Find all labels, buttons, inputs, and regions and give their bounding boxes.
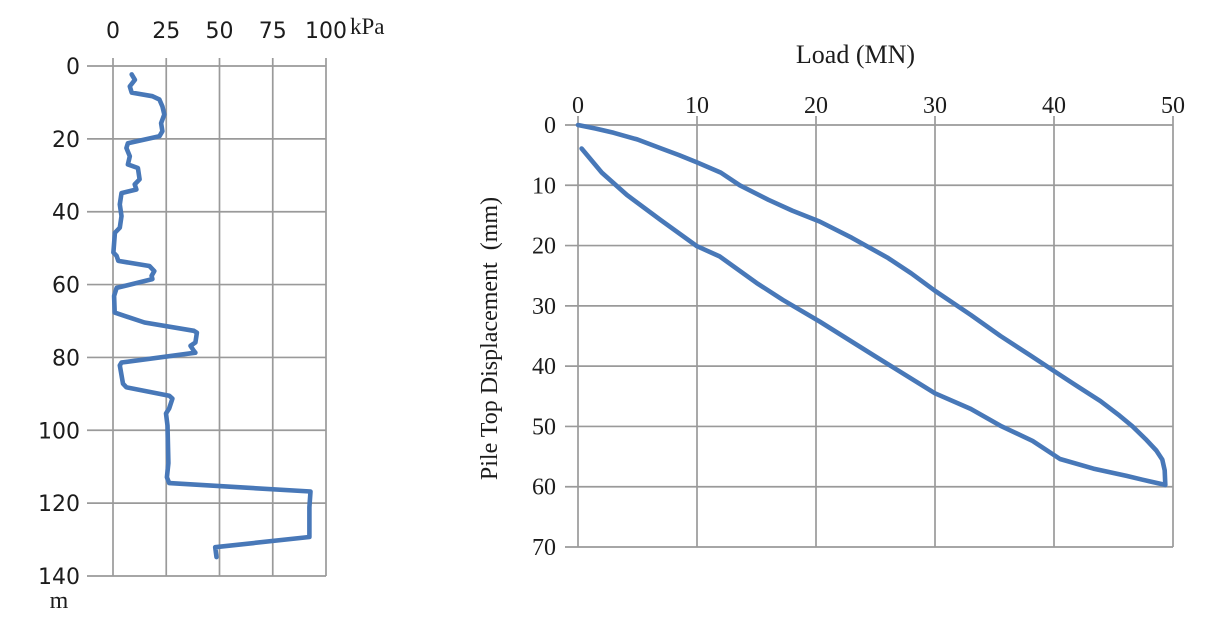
y-tick-label: 80 xyxy=(52,346,80,371)
y-tick-label: 0 xyxy=(66,55,80,80)
right-chart-y-axis-label: Pile Top Displacement (mm) xyxy=(477,196,503,481)
right-chart-title: Load (MN) xyxy=(795,40,916,69)
x-tick-label: 40 xyxy=(1042,93,1066,119)
y-tick-label: 40 xyxy=(532,354,556,380)
y-tick-label: 120 xyxy=(38,492,80,517)
x-tick-label: 30 xyxy=(923,93,947,119)
y-tick-label: 40 xyxy=(52,201,80,226)
y-tick-label: 60 xyxy=(532,475,556,501)
y-tick-label: 140 xyxy=(38,565,80,590)
x-tick-label: 50 xyxy=(1161,93,1185,119)
x-tick-label: 75 xyxy=(259,19,287,44)
y-tick-label: 20 xyxy=(52,128,80,153)
unloading-curve xyxy=(579,146,1168,488)
y-tick-label: 50 xyxy=(532,414,556,440)
x-tick-label: 10 xyxy=(685,93,709,119)
soil-profile-chart: 0 25 50 75 100 0 20 40 60 80 100 120 140 xyxy=(38,19,347,590)
x-tick-label: 0 xyxy=(572,93,584,119)
y-tick-label: 20 xyxy=(532,234,556,260)
x-tick-label: 25 xyxy=(152,19,180,44)
y-tick-label: 100 xyxy=(38,419,80,444)
y-tick-label: 0 xyxy=(544,113,556,139)
loading-curve xyxy=(575,122,1168,488)
y-tick-label: 60 xyxy=(52,274,80,299)
x-tick-label: 20 xyxy=(804,93,828,119)
left-chart-x-unit-label: kPa xyxy=(350,14,385,39)
resistance-profile-curve xyxy=(111,72,313,560)
y-tick-label: 30 xyxy=(532,294,556,320)
x-tick-label: 100 xyxy=(305,19,347,44)
x-tick-label: 0 xyxy=(106,19,120,44)
x-tick-label: 50 xyxy=(206,19,234,44)
load-displacement-chart: 0 10 20 30 40 50 0 10 20 30 40 50 60 70 xyxy=(532,93,1185,561)
left-chart-y-unit-label: m xyxy=(49,588,69,614)
y-tick-label: 70 xyxy=(532,535,556,561)
y-tick-label: 10 xyxy=(532,173,556,199)
